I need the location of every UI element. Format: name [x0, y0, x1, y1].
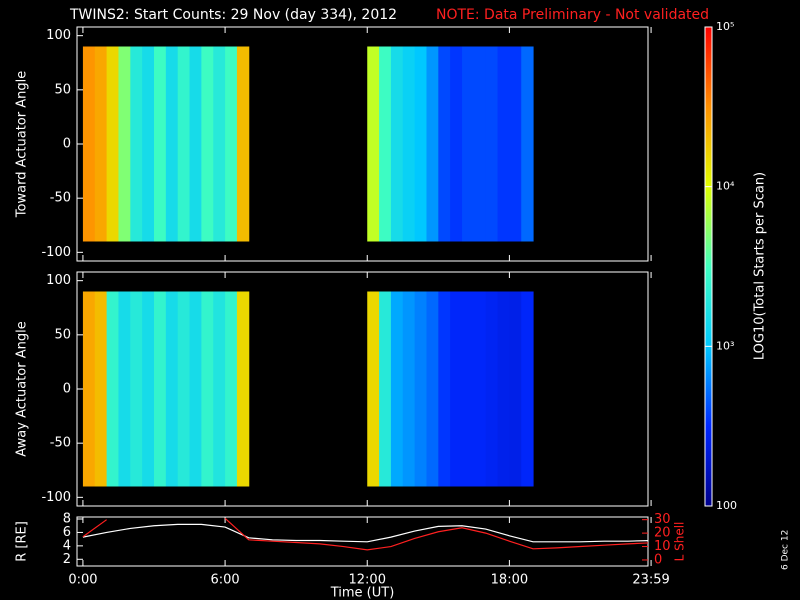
x-axis-label: Time (UT) — [330, 586, 395, 600]
heatmap-cell — [450, 46, 463, 242]
colorbar-label: LOG10(Total Starts per Scan) — [753, 172, 768, 360]
heatmap-cell — [485, 291, 499, 487]
heatmap-cell — [177, 291, 191, 487]
heatmap-cell — [521, 46, 534, 242]
heatmap-cell — [509, 46, 522, 242]
heatmap-cell — [438, 46, 451, 242]
y-axis-label: Toward Actuator Angle — [15, 71, 30, 218]
x-tick-label: 0:00 — [68, 573, 97, 588]
heatmap-cell — [236, 291, 250, 487]
y2-axis-label: L Shell — [673, 522, 687, 562]
heatmap-cell — [142, 291, 155, 487]
heatmap-cell — [390, 291, 404, 487]
heatmap-cell — [165, 291, 179, 487]
heatmap-cell — [402, 46, 416, 242]
y2-tick-label: 20 — [654, 526, 671, 541]
heatmap-cell — [130, 46, 143, 242]
x-tick-label: 12:00 — [349, 573, 386, 588]
y-tick-label: 0 — [63, 382, 71, 397]
y-tick-label: 100 — [46, 273, 71, 288]
y-tick-label: 50 — [54, 82, 71, 97]
line-series — [82, 523, 648, 543]
heatmap-cell — [462, 46, 475, 242]
colorbar-tick-label: 10⁵ — [716, 20, 734, 33]
y-tick-label: 2 — [63, 552, 71, 567]
heatmap-cell — [379, 291, 392, 487]
heatmap-cell — [82, 291, 96, 487]
heatmap-cell — [426, 46, 439, 242]
heatmap-cell — [236, 46, 250, 242]
heatmap-cell — [154, 291, 167, 487]
y-tick-label: 4 — [63, 538, 71, 553]
heatmap-cell — [473, 46, 487, 242]
heatmap-cell — [379, 46, 392, 242]
heatmap-cell — [367, 291, 380, 487]
heatmap-cell — [438, 291, 451, 487]
heatmap-cell — [367, 46, 380, 242]
heatmap-cell — [521, 291, 534, 487]
y-tick-label: 50 — [54, 327, 71, 342]
heatmap-cell — [426, 291, 439, 487]
heatmap-cell — [189, 46, 202, 242]
heatmap-cell — [165, 46, 179, 242]
y-tick-label: 6 — [63, 525, 71, 540]
heatmap-cell — [94, 46, 108, 242]
heatmap-cell — [142, 46, 155, 242]
heatmap-cell — [106, 46, 119, 242]
heatmap-cell — [225, 291, 238, 487]
y-tick-label: -50 — [50, 191, 71, 206]
heatmap-cell — [450, 291, 463, 487]
heatmap-cell — [201, 291, 214, 487]
heatmap-cell — [82, 46, 96, 242]
heatmap-cell — [189, 291, 202, 487]
x-tick-label: 18:00 — [491, 573, 528, 588]
heatmap-cell — [485, 46, 499, 242]
colorbar-tick-label: 10⁴ — [716, 180, 735, 193]
y-tick-label: -100 — [41, 490, 71, 505]
y-tick-label: -100 — [41, 245, 71, 260]
heatmap-cell — [213, 46, 226, 242]
heatmap-cell — [118, 291, 131, 487]
y2-tick-label: 30 — [654, 512, 671, 527]
note: NOTE: Data Preliminary - Not validated — [436, 7, 709, 23]
colorbar-tick-label: 100 — [716, 499, 737, 512]
y-tick-label: 100 — [46, 28, 71, 43]
x-tick-label: 6:00 — [210, 573, 239, 588]
heatmap-cell — [402, 291, 416, 487]
heatmap-cell — [118, 46, 131, 242]
x-tick-label: 23:59 — [632, 573, 669, 588]
heatmap-cell — [201, 46, 214, 242]
heatmap-cell — [497, 291, 510, 487]
y-tick-label: -50 — [50, 436, 71, 451]
heatmap-cell — [130, 291, 143, 487]
heatmap-cell — [473, 291, 487, 487]
heatmap-cell — [462, 291, 475, 487]
heatmap-cell — [414, 46, 427, 242]
chart-title: TWINS2: Start Counts: 29 Nov (day 334), … — [69, 7, 397, 23]
heatmap-cell — [414, 291, 427, 487]
y-axis-label: Away Actuator Angle — [15, 321, 30, 456]
colorbar-tick-label: 10³ — [716, 339, 734, 352]
heatmap-cell — [390, 46, 404, 242]
y-tick-label: 8 — [63, 512, 71, 527]
y-axis-label: R [RE] — [15, 521, 30, 562]
heatmap-cell — [94, 291, 108, 487]
y2-tick-label: 0 — [654, 552, 662, 567]
heatmap-cell — [225, 46, 238, 242]
heatmap-cell — [177, 46, 191, 242]
plot-frame — [76, 516, 649, 567]
y-tick-label: 0 — [63, 137, 71, 152]
heatmap-cell — [509, 291, 522, 487]
heatmap-cell — [213, 291, 226, 487]
date-stamp: 6 Dec 12 — [781, 530, 791, 570]
colorbar — [704, 26, 713, 507]
heatmap-cell — [154, 46, 167, 242]
heatmap-cell — [106, 291, 119, 487]
y2-tick-label: 10 — [654, 539, 671, 554]
heatmap-cell — [497, 46, 510, 242]
line-series — [82, 517, 648, 551]
